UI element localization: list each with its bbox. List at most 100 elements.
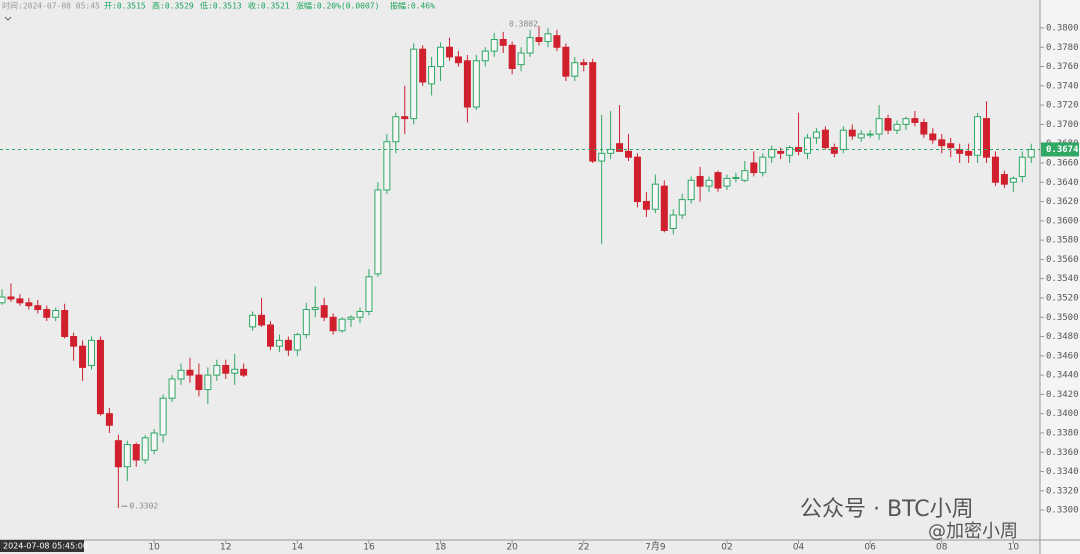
header-amplitude: 振幅:0.46%	[390, 1, 435, 11]
x-tick-label: 14	[292, 543, 304, 553]
header-low: 低:0.3513	[200, 1, 242, 11]
candle-body	[911, 118, 919, 123]
candle-body	[866, 133, 874, 136]
candle-body	[392, 116, 400, 143]
min-annotation: 0.3302	[129, 502, 158, 511]
candle-body	[508, 44, 516, 69]
candle-body	[821, 129, 829, 149]
candle-body	[105, 413, 113, 426]
candle-body	[517, 52, 525, 66]
y-tick-label: 0.3600	[1046, 216, 1079, 226]
candle-body	[186, 369, 194, 376]
candle-body	[544, 33, 552, 42]
candle-body	[70, 336, 78, 347]
candle-body	[705, 179, 713, 187]
candle-body	[812, 131, 820, 139]
y-tick-label: 0.3300	[1046, 506, 1079, 516]
candle-body	[732, 176, 740, 179]
candle-body	[893, 123, 901, 131]
candle-body	[311, 307, 319, 311]
y-tick-label: 0.3500	[1046, 313, 1079, 323]
candle-body	[481, 50, 489, 62]
collapse-icon[interactable]	[4, 16, 12, 21]
x-tick-label: 10	[1008, 543, 1020, 553]
candle-body	[553, 35, 561, 48]
candle-body	[150, 432, 158, 451]
candle-body	[1027, 148, 1035, 158]
crosshair-time-box	[0, 540, 84, 552]
candle-body	[34, 305, 42, 311]
header-time: 时间:2024-07-08 05:45	[2, 1, 100, 11]
candle-body	[16, 298, 24, 304]
candle-body	[7, 296, 15, 300]
candle-body	[302, 309, 310, 336]
candle-body	[571, 62, 579, 77]
x-tick-label: 06	[864, 543, 876, 553]
candle-body	[580, 62, 588, 66]
last-price-box	[1041, 142, 1079, 157]
candle-body	[258, 314, 266, 326]
candle-body	[983, 118, 990, 158]
candle-body	[374, 189, 382, 275]
candle-body	[419, 48, 427, 83]
candle-body	[642, 201, 650, 210]
candle-body	[1018, 156, 1026, 177]
header-high: 高:0.3529	[152, 1, 194, 11]
candle-body	[177, 369, 185, 380]
candle-body	[114, 440, 122, 468]
candle-body	[625, 150, 632, 158]
candle-body	[213, 364, 221, 376]
candle-body	[714, 172, 722, 189]
header-change: 涨幅:0.20%(0.0007)	[296, 1, 379, 11]
header-open: 开:0.3515	[104, 2, 146, 11]
watermark: 公众号 · BTC小周	[800, 497, 974, 522]
candle-body	[875, 118, 883, 135]
candle-body	[132, 444, 140, 461]
candle-body	[660, 185, 668, 231]
candle-body	[768, 148, 776, 158]
candle-body	[454, 56, 462, 64]
candle-body	[696, 175, 704, 187]
candle-body	[222, 364, 230, 374]
candle-body	[830, 147, 838, 154]
candle-body	[839, 129, 847, 150]
last-price-label: 0.3674	[1046, 145, 1079, 155]
candle-body	[79, 345, 87, 368]
y-tick-label: 0.3360	[1046, 448, 1079, 458]
x-tick-label: 02	[721, 543, 732, 553]
candle-body	[633, 156, 641, 203]
candle-body	[1000, 174, 1008, 185]
candle-body	[991, 156, 999, 183]
y-tick-label: 0.3760	[1046, 62, 1079, 72]
candle-body	[1009, 177, 1017, 183]
candle-body	[347, 316, 355, 320]
candle-body	[562, 46, 570, 77]
candle-body	[123, 444, 131, 468]
candle-body	[920, 121, 928, 135]
candle-body	[759, 156, 767, 174]
y-tick-label: 0.3540	[1046, 274, 1079, 284]
candle-body	[356, 310, 364, 318]
candle-body	[678, 199, 686, 216]
candle-body	[616, 143, 624, 152]
candle-body	[204, 374, 212, 391]
candle-body	[777, 150, 785, 154]
candle-body	[0, 296, 6, 304]
candle-body	[472, 60, 480, 108]
candle-body	[848, 129, 856, 137]
y-tick-label: 0.3400	[1046, 409, 1079, 419]
candle-body	[804, 137, 811, 154]
candle-body	[240, 368, 248, 376]
y-tick-label: 0.3320	[1046, 486, 1079, 496]
y-tick-label: 0.3560	[1046, 255, 1079, 265]
candle-body	[195, 374, 203, 391]
candle-body	[25, 302, 33, 307]
candle-body	[401, 116, 409, 120]
candle-body	[365, 276, 373, 312]
candle-body	[428, 66, 436, 85]
y-tick-label: 0.3460	[1046, 351, 1079, 361]
candle-body	[267, 324, 274, 347]
crosshair-time: 2024-07-08 05:45:00	[3, 542, 88, 551]
candle-body	[884, 118, 892, 131]
header-close: 收:0.3521	[248, 1, 290, 11]
